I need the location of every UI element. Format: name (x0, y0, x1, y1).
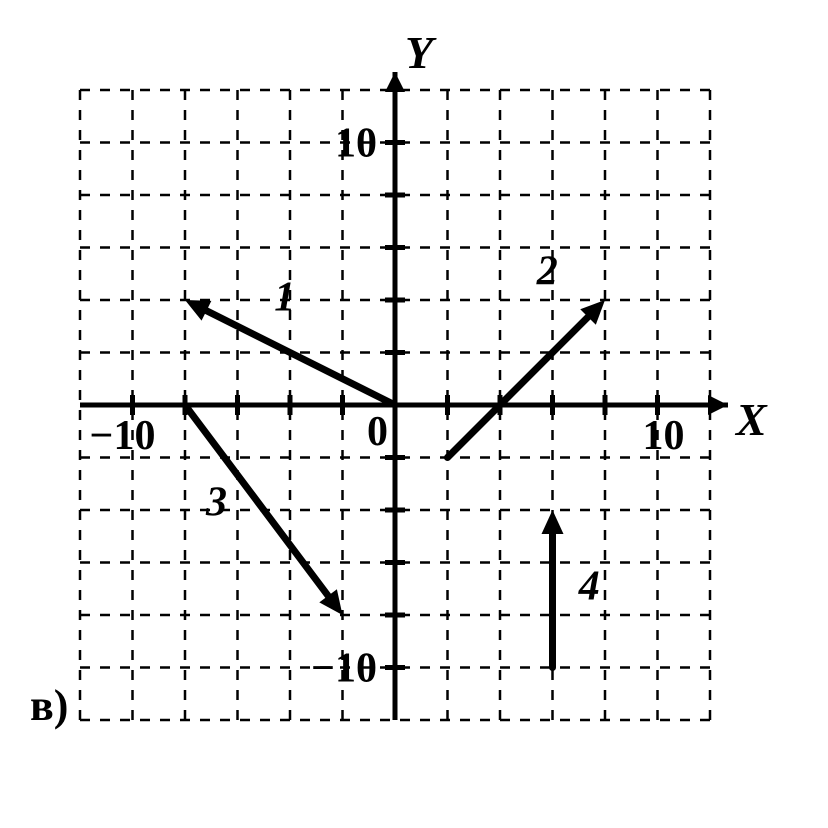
chart-container: { "figure": { "type": "vector-plot", "ca… (0, 0, 828, 828)
coordinate-plot: Y X 0 −10 10 10 −10 1 2 3 4 в) (0, 0, 828, 828)
vector-label-4: 4 (578, 563, 600, 609)
vector-label-2: 2 (536, 248, 558, 294)
x-tick-label-neg: −10 (90, 413, 156, 459)
vector-label-1: 1 (274, 275, 295, 321)
y-tick-label-neg: −10 (311, 646, 377, 692)
x-axis-label: X (734, 394, 768, 445)
x-tick-label-pos: 10 (643, 413, 685, 459)
y-axis-label: Y (405, 27, 437, 78)
y-tick-label-pos: 10 (335, 121, 377, 167)
subfigure-label: в) (30, 681, 68, 730)
vector-label-3: 3 (205, 479, 227, 525)
origin-label: 0 (367, 409, 388, 455)
